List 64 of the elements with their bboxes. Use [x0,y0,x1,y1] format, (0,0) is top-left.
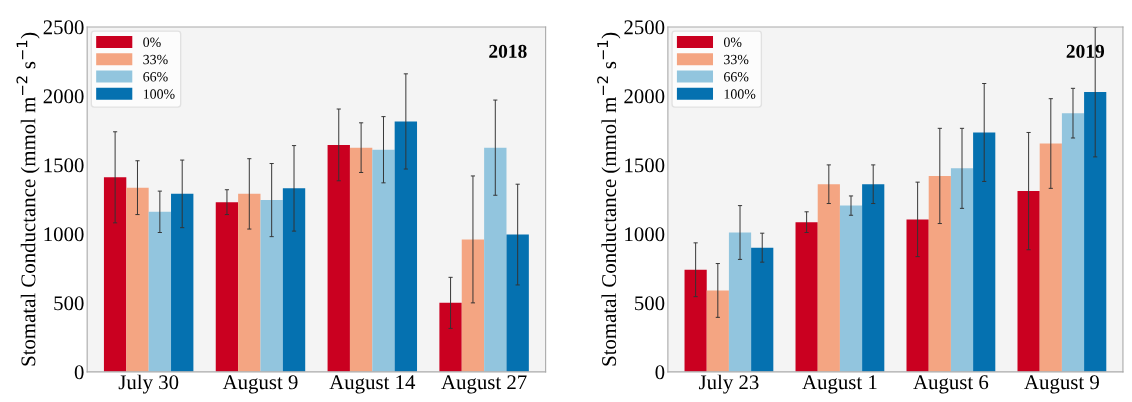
bar [260,200,283,372]
legend-label: 33% [143,54,168,65]
bar [148,211,172,372]
y-tick-label: 500 [635,296,665,311]
x-tick-label: August 9 [1024,375,1099,394]
bar [1017,191,1040,372]
bar [817,184,840,372]
bar [484,147,507,372]
bar [684,269,707,372]
legend-label: 0% [143,37,161,47]
y-tick-label: 1000 [625,227,665,242]
bar [906,219,929,372]
y-tick-label: 2000 [624,89,665,104]
x-tick-label: August 14 [329,375,416,394]
legend-label: 33% [724,54,749,65]
y-axis-title: Stomatal Conductance (mmol m$^{−2}$ s$^{−1}$) [597,32,621,366]
bar [461,239,485,372]
bar [372,149,395,372]
bar [973,132,996,372]
bar [862,184,885,372]
x-tick-label: August 27 [441,375,527,394]
legend-label: 0% [723,37,742,47]
y-tick-label: 2000 [43,89,84,104]
bar [928,175,951,372]
bar [394,121,418,372]
bar [1039,143,1062,372]
y-axis-title: Stomatal Conductance (mmol m$^{−2}$ s$^{−1}$) [16,32,40,366]
bar [1084,92,1107,372]
bar [706,290,729,372]
bar [439,302,462,372]
bar [950,168,974,372]
y-tick-label: 2500 [624,20,665,35]
y-tick-label: 2500 [43,20,84,35]
text: 2019 [1066,44,1105,58]
bar [126,187,149,372]
text: 2018 [489,44,527,58]
bar [327,144,350,372]
legend-label: 66% [143,72,168,82]
bar [839,205,863,372]
y-tick-label: 1500 [44,158,84,173]
x-tick-label: August 6 [913,375,989,394]
bar [751,247,774,372]
bar [238,193,261,372]
bar [1061,113,1085,372]
x-tick-label: August 9 [222,375,298,394]
legend-label: 100% [143,89,175,99]
y-tick-label: 0 [74,365,84,380]
bar [215,202,239,372]
bar [506,234,529,372]
bar [349,147,373,372]
bar [728,232,752,372]
x-tick-label: July 23 [698,374,759,394]
y-tick-label: 500 [54,296,84,311]
y-tick-label: 0 [655,365,665,380]
bar [795,222,818,372]
bar [282,188,306,372]
x-tick-label: July 30 [118,374,179,394]
x-tick-label: August 1 [802,375,877,394]
bar [103,177,127,372]
y-tick-label: 1000 [44,227,84,242]
bar [171,193,194,372]
y-tick-label: 1500 [625,158,665,173]
legend-label: 66% [724,72,749,82]
legend-label: 100% [724,89,756,99]
